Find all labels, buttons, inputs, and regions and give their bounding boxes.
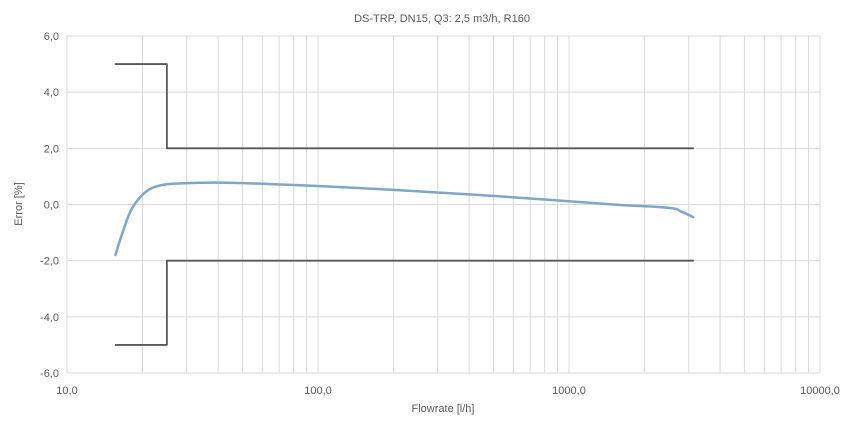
y-tick-label: -6,0 (40, 368, 59, 380)
x-tick-label: 1000,0 (552, 385, 586, 397)
y-tick-label: -2,0 (40, 256, 59, 268)
x-tick-label: 10000,0 (800, 385, 840, 397)
grid (66, 35, 821, 374)
y-tick-label: 2,0 (44, 143, 59, 155)
x-axis-ticks: 10,0 100,0 1000,0 10000,0 (56, 385, 840, 397)
upper-limit-line (114, 63, 695, 150)
y-tick-label: 0,0 (44, 200, 59, 212)
y-tick-label: 6,0 (44, 31, 59, 43)
error-curve-layer (114, 181, 695, 257)
x-tick-label: 100,0 (304, 385, 332, 397)
limit-lines (114, 63, 695, 346)
x-axis-title: Flowrate [l/h] (412, 403, 475, 415)
y-tick-label: -4,0 (40, 312, 59, 324)
chart-title: DS-TRP, DN15, Q3: 2,5 m3/h, R160 (354, 13, 530, 25)
lower-limit-line (114, 259, 695, 346)
error-curve-line (114, 181, 695, 257)
y-axis-title: Error [%] (13, 182, 25, 225)
y-axis-ticks: 6,0 4,0 2,0 0,0 -2,0 -4,0 -6,0 (40, 31, 59, 380)
x-tick-label: 10,0 (56, 385, 77, 397)
y-tick-label: 4,0 (44, 87, 59, 99)
